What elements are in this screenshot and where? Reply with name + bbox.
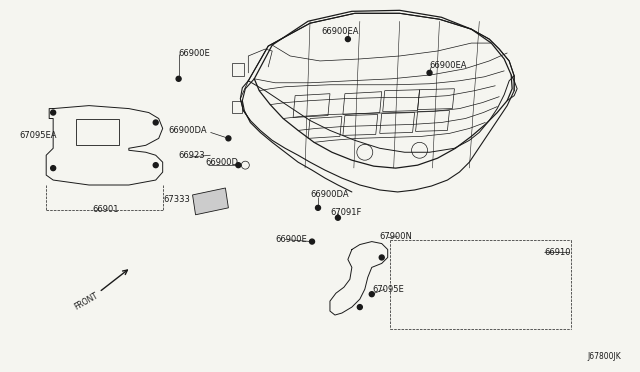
Polygon shape bbox=[193, 188, 228, 215]
Circle shape bbox=[236, 163, 241, 168]
Text: 66901: 66901 bbox=[93, 205, 119, 214]
Circle shape bbox=[153, 163, 158, 168]
Circle shape bbox=[369, 292, 374, 296]
Text: 66900DA: 66900DA bbox=[310, 190, 349, 199]
Text: FRONT: FRONT bbox=[73, 291, 100, 311]
Text: 66900E: 66900E bbox=[275, 235, 307, 244]
Circle shape bbox=[357, 305, 362, 310]
Text: 66900D: 66900D bbox=[205, 158, 239, 167]
Text: 66900E: 66900E bbox=[179, 49, 211, 58]
Circle shape bbox=[51, 110, 56, 115]
Circle shape bbox=[316, 205, 321, 210]
Text: 67095EA: 67095EA bbox=[19, 131, 57, 140]
Text: 66910: 66910 bbox=[544, 248, 570, 257]
Circle shape bbox=[335, 215, 340, 220]
Circle shape bbox=[51, 166, 56, 171]
Text: 66900DA: 66900DA bbox=[169, 126, 207, 135]
Circle shape bbox=[226, 136, 231, 141]
Circle shape bbox=[380, 255, 384, 260]
Text: J67800JK: J67800JK bbox=[587, 352, 621, 361]
Circle shape bbox=[427, 70, 432, 76]
Text: 66923: 66923 bbox=[179, 151, 205, 160]
Circle shape bbox=[176, 76, 181, 81]
Text: 67333: 67333 bbox=[164, 195, 191, 204]
Text: 67091F: 67091F bbox=[330, 208, 362, 217]
Text: 66900EA: 66900EA bbox=[429, 61, 467, 70]
Text: 67900N: 67900N bbox=[380, 232, 413, 241]
Text: 67095E: 67095E bbox=[372, 285, 404, 294]
Circle shape bbox=[310, 239, 314, 244]
Circle shape bbox=[346, 36, 350, 42]
Circle shape bbox=[153, 120, 158, 125]
Text: 66900EA: 66900EA bbox=[321, 27, 358, 36]
